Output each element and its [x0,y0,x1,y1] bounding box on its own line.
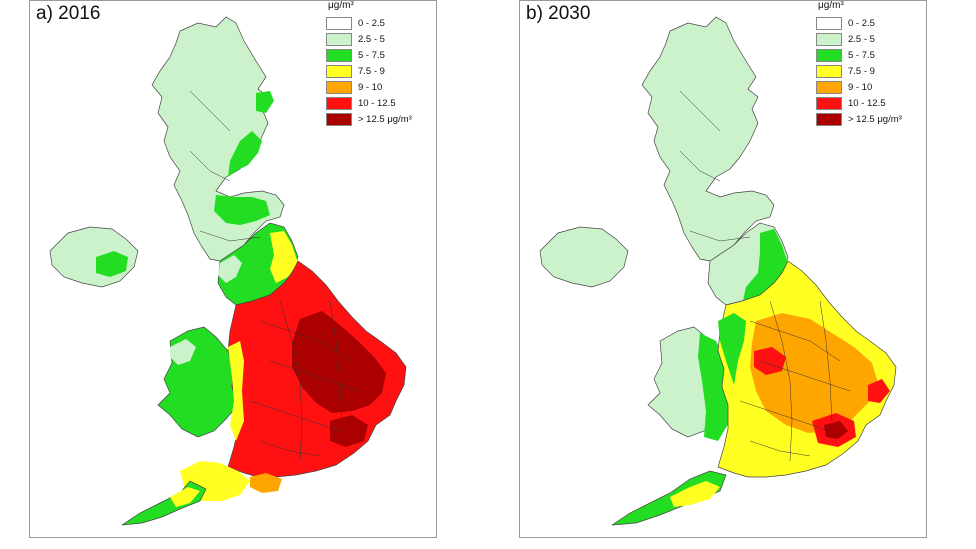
legend-label: 7.5 - 9 [358,66,385,77]
region-wales [157,326,239,438]
region-england-dark-red [292,311,386,413]
panel-title: a) 2016 [36,3,101,24]
legend-label: 10 - 12.5 [358,98,396,109]
region-cumbria-light [218,255,242,283]
legend-swatch [816,33,842,46]
legend-item: 7.5 - 9 [326,65,434,79]
legend-unit: μg/m³ [328,0,354,11]
legend-swatch [326,65,352,78]
legend-item: 9 - 10 [816,81,924,95]
region-yellow-band-north [270,231,298,283]
legend-swatch [816,81,842,94]
legend-label: 10 - 12.5 [848,98,886,109]
region-london-dark-red [330,415,368,447]
legend-item: 10 - 12.5 [326,97,434,111]
legend-item: > 12.5 μg/m³ [816,113,924,127]
legend-item: 10 - 12.5 [816,97,924,111]
map-panel-2016: a) 2016 μg/m³ 0 - 2.5 2.5 - 5 5 - 7.5 7.… [29,0,437,538]
region-cornwall-yellow [170,487,200,507]
legend-swatch [816,113,842,126]
legend-label: 0 - 2.5 [358,18,385,29]
region-midlands-red [754,347,786,375]
legend-item: 5 - 7.5 [816,49,924,63]
region-southwest-yellow [670,481,720,507]
admin-boundaries [189,90,361,462]
legend-label: 2.5 - 5 [848,34,875,45]
legend-item: 0 - 2.5 [326,17,434,31]
legend-label: 5 - 7.5 [848,50,875,61]
legend-swatch [326,113,352,126]
panel-title: b) 2030 [526,3,591,24]
region-east-red [868,379,890,403]
region-aberdeen-green [256,91,274,113]
region-belfast-green [96,251,128,277]
legend-swatch [326,33,352,46]
region-central-belt-green [214,195,270,225]
legend-item: 7.5 - 9 [816,65,924,79]
legend-item: 5 - 7.5 [326,49,434,63]
region-scotland-east-green [228,131,262,177]
legend-item: 2.5 - 5 [816,33,924,47]
legend-label: 5 - 7.5 [358,50,385,61]
legend-swatch [816,49,842,62]
region-wales-west-light [170,339,196,365]
legend-label: 7.5 - 9 [848,66,875,77]
legend-swatch [816,65,842,78]
legend-unit: μg/m³ [818,0,844,11]
legend-swatch [326,97,352,110]
uk-pm25-map-2016 [49,16,407,526]
legend-swatch [816,97,842,110]
uk-pm25-map-2030 [539,16,897,526]
legend-item: 0 - 2.5 [816,17,924,31]
legend-swatch [326,17,352,30]
legend-swatch [326,81,352,94]
legend-item: > 12.5 μg/m³ [326,113,434,127]
legend-label: 2.5 - 5 [358,34,385,45]
legend-swatch [326,49,352,62]
region-west-green-band [718,313,746,385]
legend-label: 0 - 2.5 [848,18,875,29]
region-orange-south [250,473,282,493]
region-scotland [641,16,775,262]
legend-label: > 12.5 μg/m³ [848,114,902,125]
legend-label: 9 - 10 [358,82,383,93]
admin-boundaries [679,90,851,462]
legend-label: 9 - 10 [848,82,873,93]
legend-swatch [816,17,842,30]
region-scotland [151,16,285,262]
region-yellow-wales-border [228,341,244,441]
legend-item: 9 - 10 [326,81,434,95]
region-london-dark-red [824,421,848,439]
region-england-orange [750,313,878,433]
legend-item: 2.5 - 5 [326,33,434,47]
region-south-west [121,480,207,526]
legend-label: > 12.5 μg/m³ [358,114,412,125]
region-northern-ireland [539,226,629,288]
map-panel-2030: b) 2030 μg/m³ 0 - 2.5 2.5 - 5 5 - 7.5 7.… [519,0,927,538]
